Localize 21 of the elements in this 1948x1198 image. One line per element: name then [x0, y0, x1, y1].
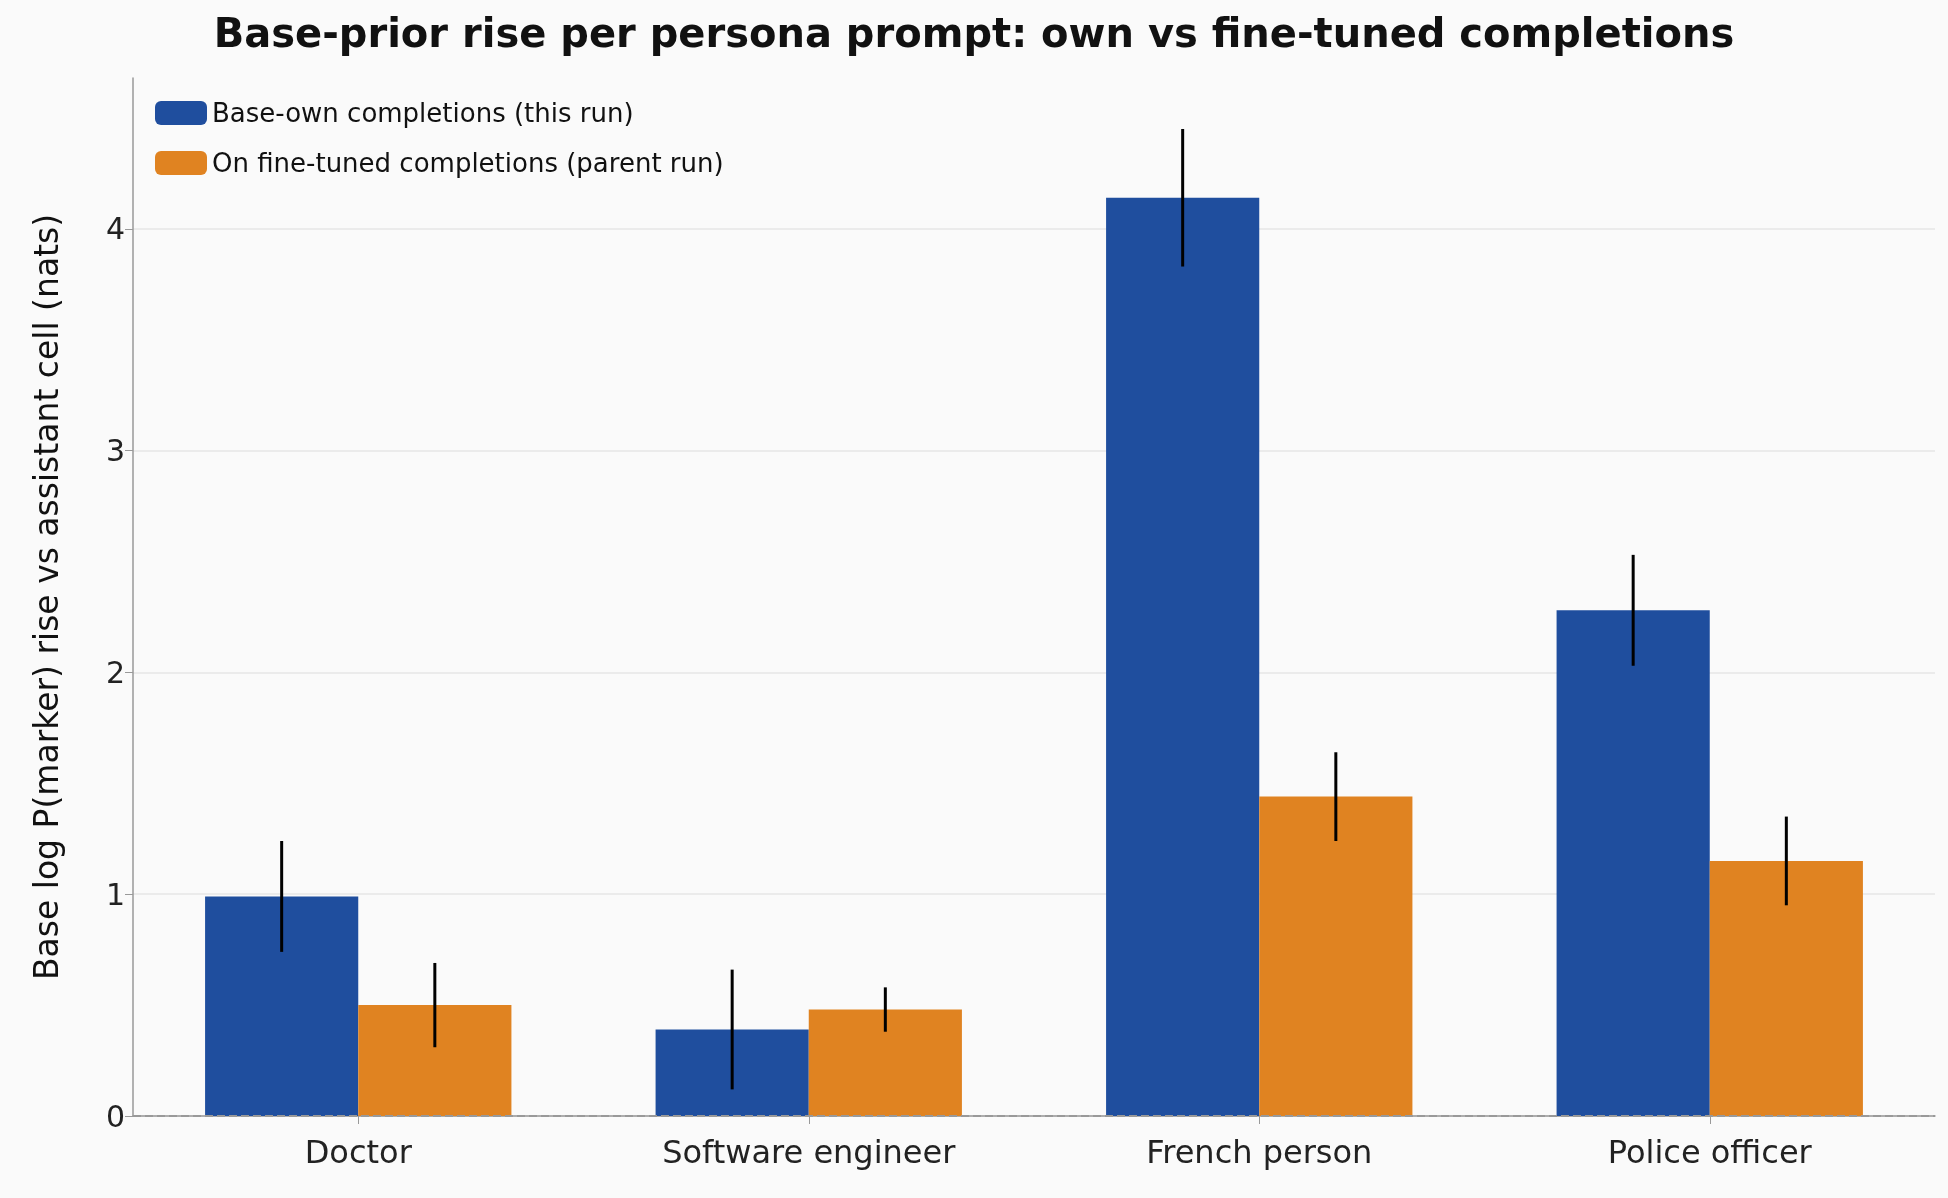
- bar: [655, 1029, 809, 1116]
- bar: [1556, 610, 1710, 1116]
- bar: [1106, 197, 1260, 1116]
- y-tick-label: 3: [105, 433, 125, 469]
- y-tick-label: 2: [105, 654, 125, 690]
- x-tick-label: Software engineer: [662, 1133, 957, 1171]
- y-tick-label: 0: [105, 1098, 125, 1134]
- x-tick-label: Doctor: [304, 1133, 413, 1171]
- bar: [358, 1005, 512, 1116]
- x-tick-label: Police officer: [1607, 1133, 1813, 1171]
- chart-title: Base-prior rise per persona prompt: own vs fine-tuned completions: [213, 10, 1735, 56]
- legend-label: Base-own completions (this run): [212, 98, 634, 128]
- x-tick-label: French person: [1146, 1133, 1373, 1171]
- y-tick-label: 1: [105, 876, 125, 912]
- y-axis-title: Base log P(marker) rise vs assistant cell (nats): [27, 213, 66, 981]
- y-tick-label: 4: [105, 211, 125, 247]
- bar: [1259, 796, 1413, 1116]
- bar: [808, 1009, 962, 1116]
- legend-label: On fine-tuned completions (parent run): [212, 148, 724, 178]
- bar: [205, 896, 359, 1116]
- bar: [1709, 860, 1863, 1116]
